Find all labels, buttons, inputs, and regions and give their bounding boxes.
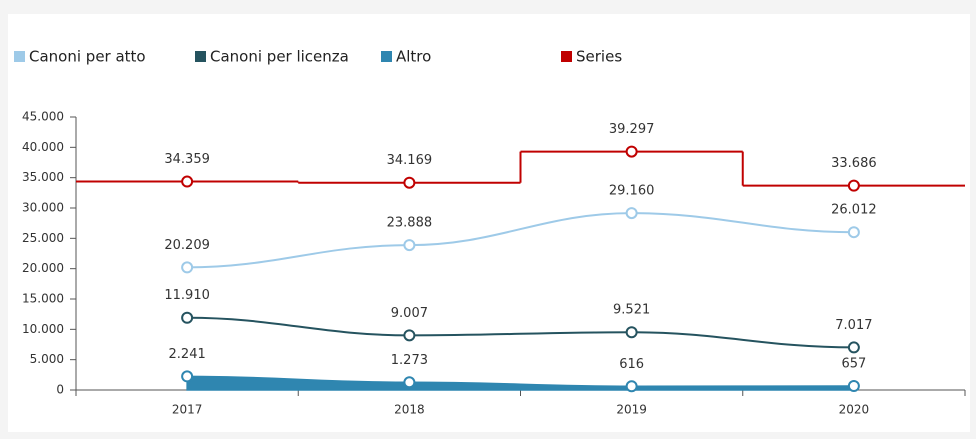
- marker: [625, 145, 638, 158]
- marker: [181, 261, 194, 274]
- marker: [181, 370, 194, 383]
- marker: [403, 239, 416, 252]
- x-tick-label: 2020: [839, 403, 870, 417]
- value-label: 34.359: [164, 152, 210, 167]
- legend-label: Canoni per licenza: [210, 48, 349, 66]
- marker: [847, 179, 860, 192]
- marker: [625, 380, 638, 393]
- legend-swatch: [14, 51, 25, 62]
- marker: [847, 380, 860, 393]
- y-tick-label: 30.000: [22, 201, 64, 215]
- series-line: [187, 212, 854, 269]
- value-label: 1.273: [391, 353, 428, 368]
- value-label: 9.521: [613, 303, 650, 318]
- legend: Canoni per atto Canoni per licenza Altro Se…: [14, 48, 622, 66]
- value-label: 26.012: [831, 203, 877, 218]
- marker: [847, 341, 860, 354]
- y-tick-label: 0: [56, 383, 64, 397]
- value-label: 33.686: [831, 156, 877, 171]
- marker: [403, 376, 416, 389]
- y-tick-label: 15.000: [22, 292, 64, 306]
- marker: [181, 311, 194, 324]
- value-label: 11.910: [164, 288, 210, 303]
- marker: [625, 326, 638, 339]
- value-label: 29.160: [609, 184, 655, 199]
- series-line: [187, 316, 854, 349]
- panel: [8, 14, 970, 432]
- y-tick-label: 25.000: [22, 231, 64, 245]
- legend-swatch: [561, 51, 572, 62]
- x-tick-label: 2017: [172, 403, 203, 417]
- legend-swatch: [381, 51, 392, 62]
- legend-label: Series: [576, 48, 622, 66]
- legend-label: Canoni per atto: [29, 48, 146, 66]
- marker: [181, 175, 194, 188]
- legend-swatch: [195, 51, 206, 62]
- value-label: 34.169: [387, 153, 433, 168]
- y-tick-label: 45.000: [22, 110, 64, 124]
- y-tick-label: 5.000: [30, 352, 64, 366]
- y-tick-label: 40.000: [22, 140, 64, 154]
- value-label: 20.209: [164, 238, 210, 253]
- value-label: 23.888: [387, 216, 433, 231]
- value-label: 657: [841, 357, 866, 372]
- value-label: 616: [619, 357, 644, 372]
- series-area: [186, 375, 855, 391]
- marker: [625, 207, 638, 220]
- marker: [847, 226, 860, 239]
- y-tick-label: 35.000: [22, 170, 64, 184]
- value-label: 7.017: [835, 318, 872, 333]
- marker: [403, 176, 416, 189]
- y-tick-label: 20.000: [22, 261, 64, 275]
- value-label: 39.297: [609, 122, 655, 137]
- y-tick-label: 10.000: [22, 322, 64, 336]
- value-label: 2.241: [169, 347, 206, 362]
- value-label: 9.007: [391, 306, 428, 321]
- x-tick-label: 2019: [616, 403, 647, 417]
- legend-label: Altro: [396, 48, 431, 66]
- marker: [403, 329, 416, 342]
- x-tick-label: 2018: [394, 403, 425, 417]
